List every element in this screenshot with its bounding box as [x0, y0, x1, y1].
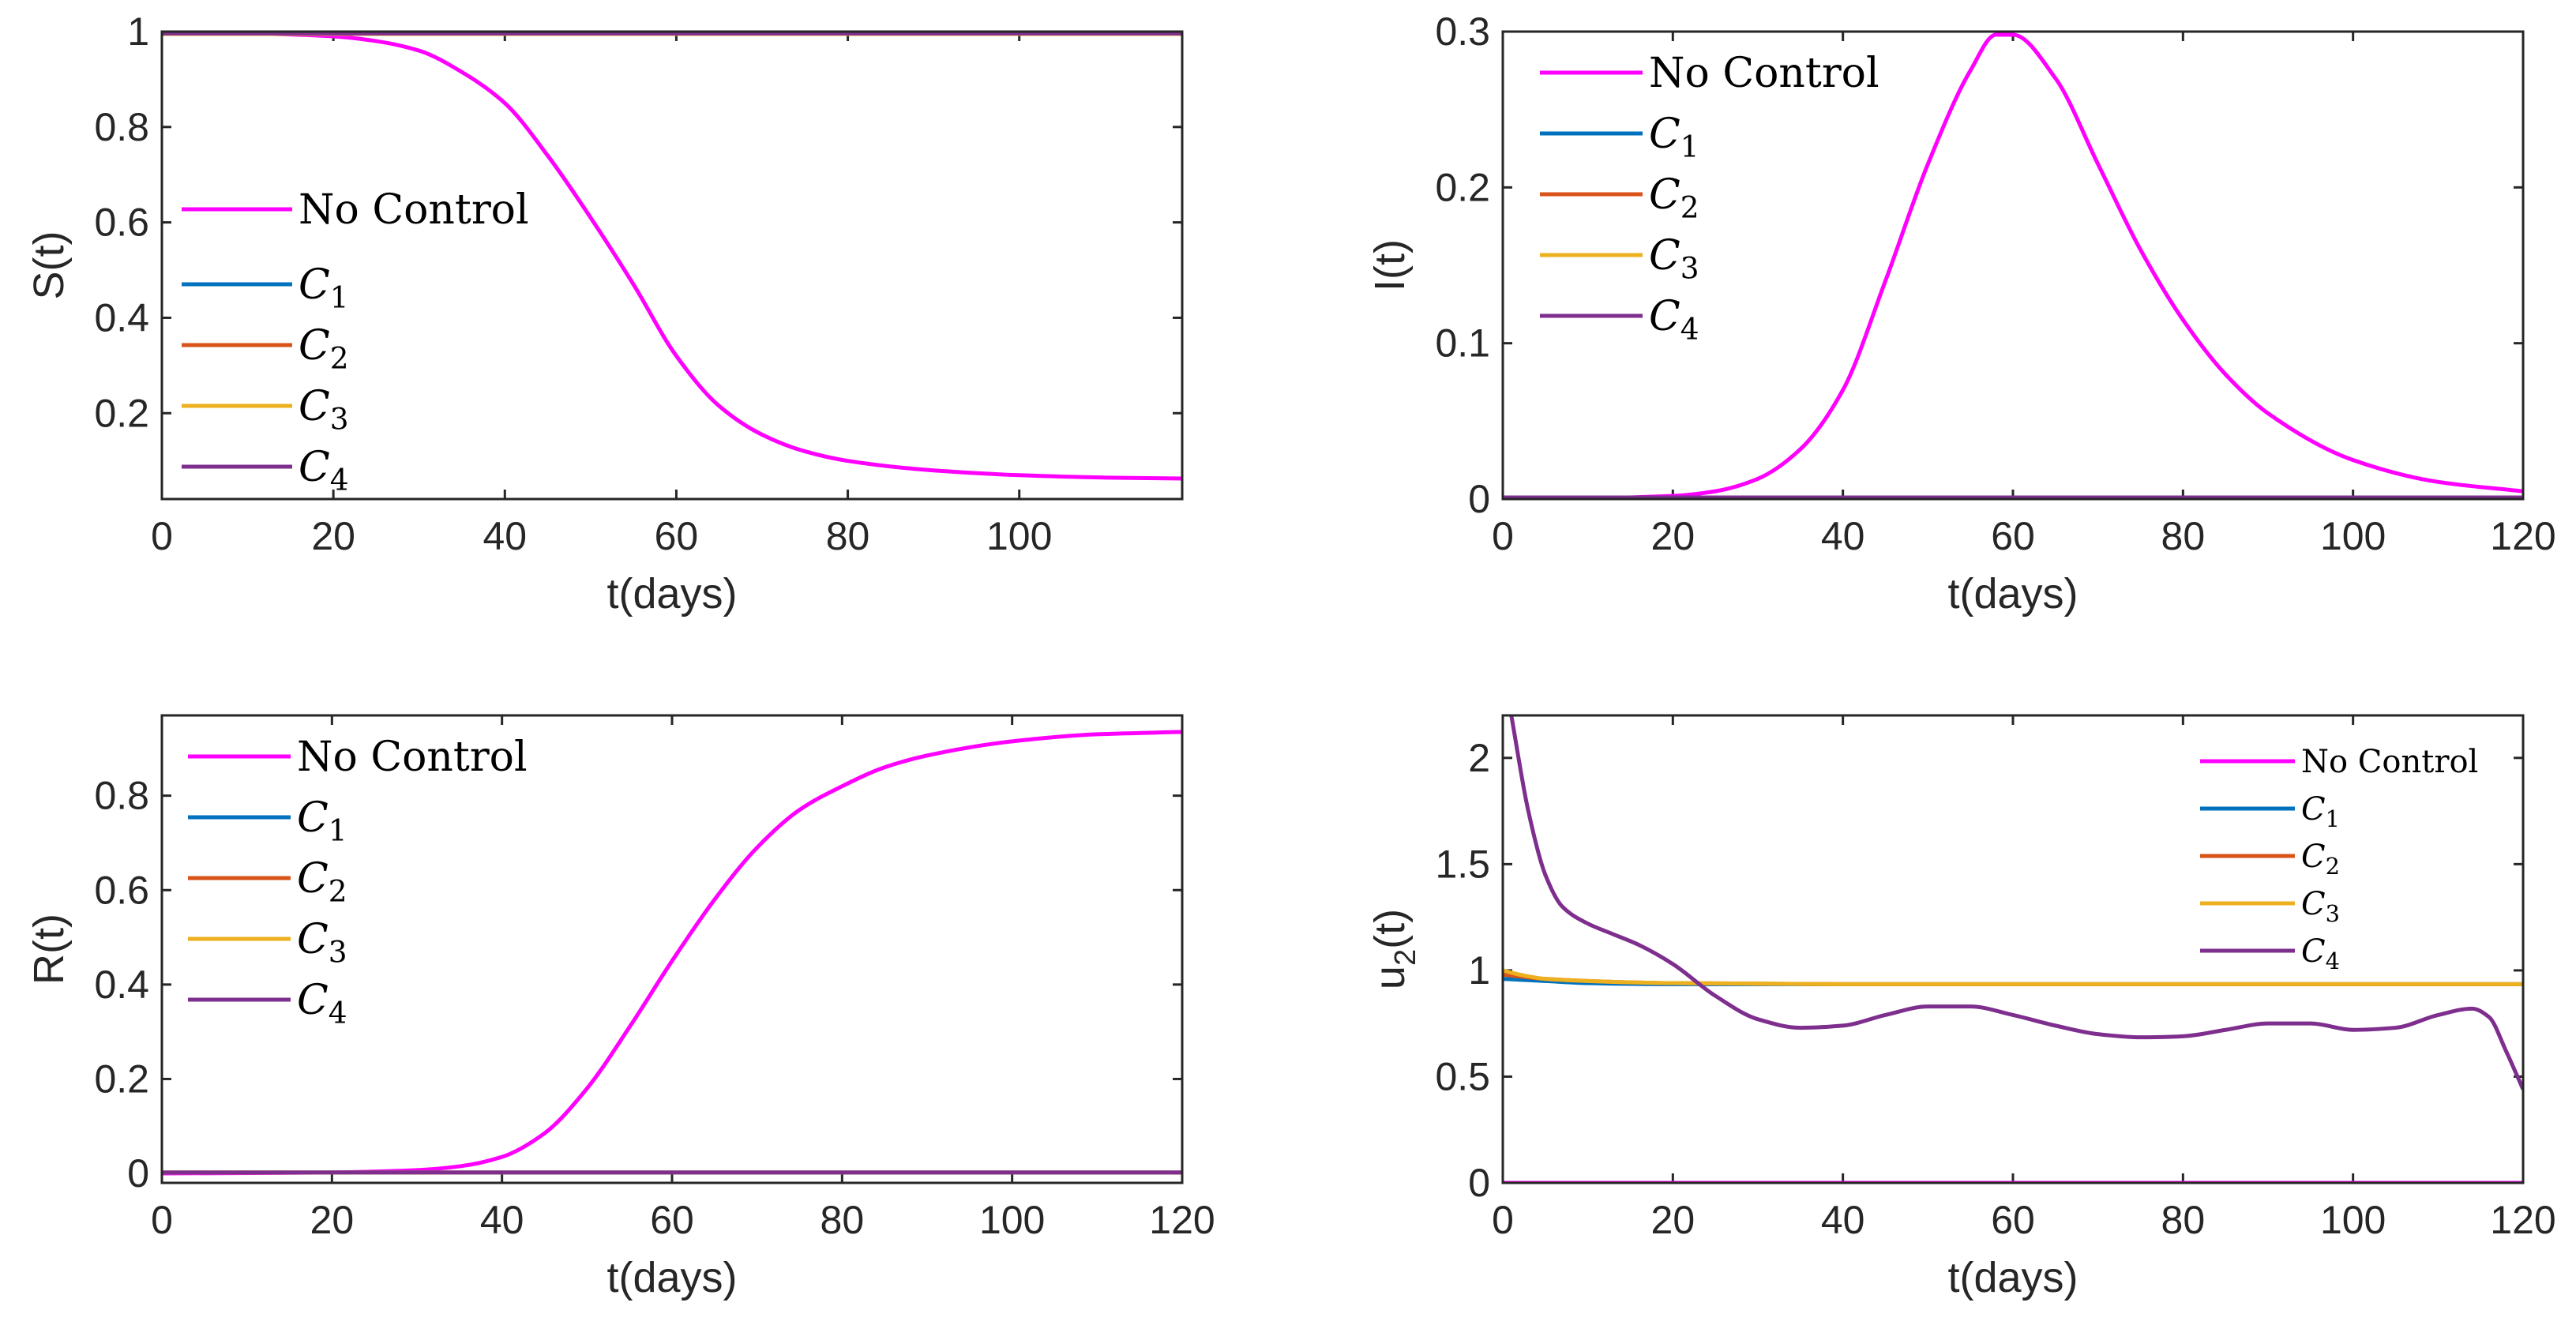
plot-area [1503, 715, 2523, 1183]
y-tick-label: 0.3 [1435, 9, 1490, 54]
y-tick-label: 1 [127, 9, 149, 54]
chart-panel-4: 0 20 40 60 80 100 120 0 0.5 1 1.5 2 t(days) u2(t) No C… [1366, 714, 2556, 1301]
legend-entry: C4 [1649, 293, 1699, 346]
x-axis-label: t(days) [1947, 1254, 2078, 1301]
y-tick-label: 0.8 [94, 774, 149, 818]
legend-entry: C2 [1649, 171, 1699, 224]
legend-entry: C2 [299, 322, 349, 375]
legend-entry: C3 [299, 383, 349, 436]
plot-area [162, 32, 1182, 499]
y-tick-label: 0.2 [1435, 165, 1490, 209]
x-axis-label: t(days) [606, 570, 737, 617]
x-tick-label: 100 [2320, 514, 2386, 558]
legend-entry: C1 [299, 261, 349, 314]
legend-entry: C4 [2301, 933, 2340, 974]
axes-box [160, 30, 1184, 501]
legend-entry: C2 [297, 855, 347, 908]
x-tick-label: 80 [2161, 514, 2206, 558]
legend-entry: C3 [1649, 232, 1699, 285]
axes-box [1501, 30, 2525, 501]
x-tick-label: 80 [2161, 1198, 2206, 1242]
x-tick-label: 40 [1821, 514, 1865, 558]
legend-entry: No Control [297, 734, 528, 781]
y-tick-label: 0 [1468, 1161, 1490, 1205]
x-tick-label: 0 [1492, 514, 1514, 558]
legend-entry: No Control [299, 186, 529, 234]
plot-area [162, 715, 1182, 1183]
x-tick-label: 120 [2490, 1198, 2555, 1242]
series-line-no-control [162, 730, 1182, 1176]
chart-panel-1: 0 20 40 60 80 100 0.2 0.4 0.6 0.8 1 t(days) S(t) No C… [25, 9, 1184, 617]
x-tick-label: 20 [1651, 514, 1695, 558]
x-tick-label: 80 [826, 514, 870, 558]
y-tick-label: 0.8 [94, 105, 149, 149]
x-tick-label: 20 [1651, 1198, 1695, 1242]
x-tick-label: 60 [1991, 1198, 2035, 1242]
y-tick-label: 1.5 [1435, 842, 1490, 886]
y-axis-label: R(t) [25, 914, 73, 985]
legend-entry: C1 [2301, 791, 2340, 832]
x-tick-label: 60 [655, 514, 699, 558]
x-tick-label: 20 [310, 1198, 355, 1242]
x-tick-label: 100 [979, 1198, 1045, 1242]
x-tick-label: 60 [650, 1198, 694, 1242]
chart-panel-3: 0 20 40 60 80 100 120 0 0.2 0.4 0.6 0.8 t(days) R(t) N… [25, 714, 1215, 1301]
legend-entry: No Control [2301, 744, 2478, 780]
x-tick-label: 80 [820, 1198, 865, 1242]
x-tick-label: 40 [1821, 1198, 1865, 1242]
x-tick-label: 60 [1991, 514, 2035, 558]
x-axis-label: t(days) [1947, 570, 2078, 617]
y-tick-label: 0.6 [94, 201, 149, 245]
y-tick-label: 1 [1468, 948, 1490, 993]
legend-entry: C1 [297, 794, 347, 847]
y-tick-label: 0.1 [1435, 321, 1490, 366]
y-tick-label: 0 [1468, 477, 1490, 521]
y-tick-label: 0 [127, 1151, 149, 1195]
x-tick-label: 0 [1492, 1198, 1514, 1242]
legend-entry: C4 [299, 444, 349, 497]
y-axis-label: S(t) [25, 231, 73, 300]
x-tick-label: 40 [483, 514, 527, 558]
x-tick-label: 120 [1149, 1198, 1215, 1242]
x-tick-label: 100 [986, 514, 1052, 558]
y-tick-label: 0.2 [94, 1057, 149, 1101]
y-tick-label: 0.4 [94, 963, 149, 1007]
y-tick-label: 0.4 [94, 295, 149, 340]
x-tick-label: 0 [151, 514, 173, 558]
chart-panel-2: 0 20 40 60 80 100 120 0 0.1 0.2 0.3 t(days) I(t) No C… [1366, 9, 2556, 617]
legend-entry: No Control [1649, 50, 1879, 97]
axes-box [160, 714, 1184, 1184]
legend-entry: C4 [297, 977, 347, 1030]
y-axis-label: u2(t) [1366, 909, 1422, 989]
x-tick-label: 20 [311, 514, 355, 558]
legend-entry: C2 [2301, 839, 2340, 880]
y-tick-label: 0.5 [1435, 1054, 1490, 1098]
axes-box [1501, 714, 2525, 1184]
y-tick-label: 0.6 [94, 868, 149, 912]
x-axis-label: t(days) [606, 1254, 737, 1301]
series-line-c4 [1509, 715, 2523, 1090]
y-tick-label: 0.2 [94, 391, 149, 435]
plot-area [1503, 32, 2523, 499]
series-line-no-control [1503, 32, 2523, 499]
series-line-c3 [1503, 968, 2523, 986]
legend-entry: C3 [2301, 886, 2340, 927]
x-tick-label: 120 [2490, 514, 2555, 558]
legend-entry: C1 [1649, 111, 1699, 163]
series-line-no-control [162, 32, 1182, 481]
y-tick-label: 2 [1468, 736, 1490, 780]
x-tick-label: 40 [480, 1198, 524, 1242]
x-tick-label: 0 [151, 1198, 173, 1242]
legend-entry: C3 [297, 916, 347, 969]
y-axis-label: I(t) [1366, 239, 1414, 291]
x-tick-label: 100 [2320, 1198, 2386, 1242]
